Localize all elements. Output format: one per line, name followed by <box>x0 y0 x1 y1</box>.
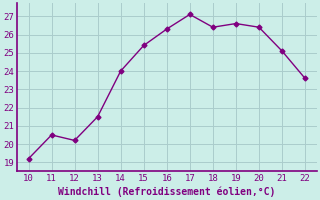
X-axis label: Windchill (Refroidissement éolien,°C): Windchill (Refroidissement éolien,°C) <box>58 186 276 197</box>
